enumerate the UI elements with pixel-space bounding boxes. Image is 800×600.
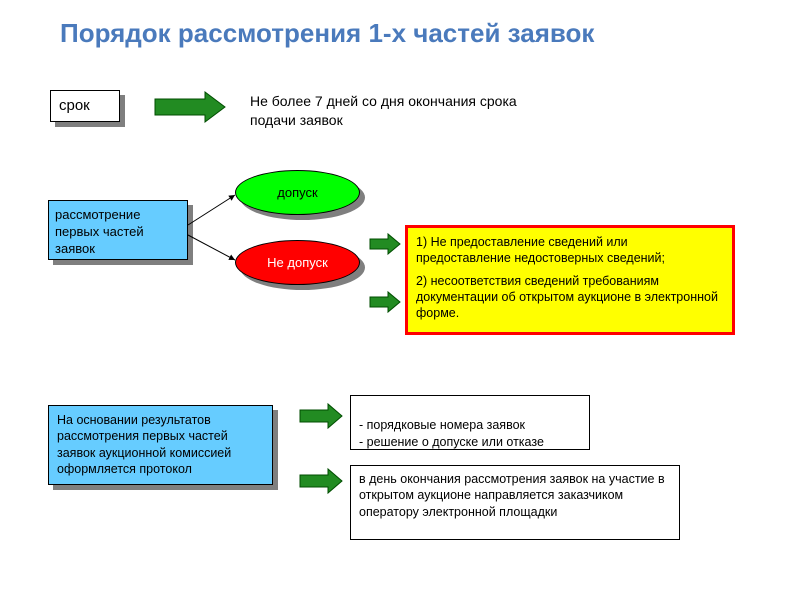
reasons-box: 1) Не предоставление сведений или предос… [405, 225, 735, 335]
protocol-text: На основании результатов рассмотрения пе… [57, 413, 231, 476]
arrow-reason-2 [370, 292, 400, 312]
srok-box: срок [50, 90, 120, 122]
dopusk-label: допуск [277, 185, 317, 200]
split-line-down [188, 235, 235, 260]
protocol-box: На основании результатов рассмотрения пе… [48, 405, 273, 485]
srok-text: Не более 7 дней со дня окончания срока п… [250, 92, 550, 130]
result-b-text: в день окончания рассмотрения заявок на … [359, 472, 665, 519]
split-line-up [188, 195, 235, 225]
rassm-box: рассмотрение первых частей заявок [48, 200, 188, 260]
reasons-line2: 2) несоответствия сведений требованиям д… [416, 273, 724, 322]
result-box-b: в день окончания рассмотрения заявок на … [350, 465, 680, 540]
result-box-a: - порядковые номера заявок - решение о д… [350, 395, 590, 450]
rassm-text: рассмотрение первых частей заявок [55, 207, 144, 256]
nedopusk-ellipse: Не допуск [235, 240, 360, 285]
reasons-line1: 1) Не предоставление сведений или предос… [416, 234, 724, 267]
arrow-srok [155, 92, 225, 122]
arrow-protocol-b [300, 469, 342, 493]
nedopusk-label: Не допуск [267, 255, 328, 270]
srok-label: срок [59, 97, 90, 114]
arrow-protocol-a [300, 404, 342, 428]
dopusk-ellipse: допуск [235, 170, 360, 215]
arrow-reason-1 [370, 234, 400, 254]
page-title: Порядок рассмотрения 1-х частей заявок [60, 18, 594, 49]
result-a-text: - порядковые номера заявок - решение о д… [359, 418, 544, 448]
